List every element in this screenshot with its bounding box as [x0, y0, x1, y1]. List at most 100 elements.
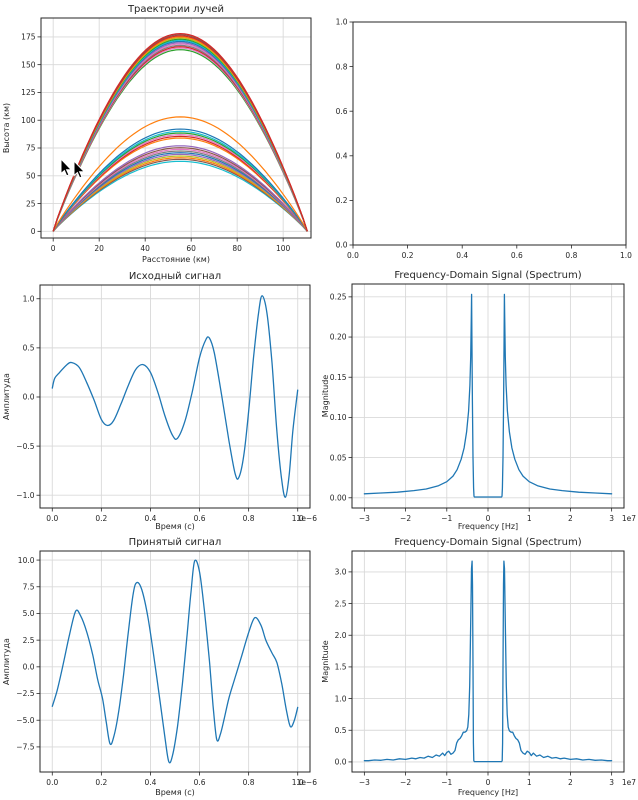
svg-text:1.0: 1.0	[23, 294, 35, 303]
svg-text:Frequency-Domain Signal (Spect: Frequency-Domain Signal (Spectrum)	[394, 537, 581, 548]
svg-text:1e7: 1e7	[622, 778, 636, 787]
svg-text:Время (с): Время (с)	[155, 522, 195, 531]
svg-text:1e−6: 1e−6	[297, 514, 318, 523]
svg-text:0.0: 0.0	[46, 778, 58, 787]
svg-text:3: 3	[609, 514, 614, 523]
svg-text:0.6: 0.6	[336, 107, 348, 116]
svg-text:Frequency [Hz]: Frequency [Hz]	[458, 522, 518, 531]
received-signal-plot: 0.0 0.2 0.4 0.6 0.8 1.0 −7.5 −5.0 −2.5 0.0 2.5 5.0 7…	[0, 534, 319, 800]
svg-text:1.0: 1.0	[620, 251, 632, 260]
svg-text:0.0: 0.0	[23, 393, 35, 402]
svg-text:1.0: 1.0	[292, 778, 304, 787]
svg-text:25: 25	[26, 199, 36, 208]
svg-text:−2.5: −2.5	[16, 689, 34, 698]
svg-text:0.4: 0.4	[456, 251, 468, 260]
svg-text:0.0: 0.0	[23, 663, 35, 672]
svg-text:2: 2	[568, 514, 573, 523]
svg-text:20: 20	[94, 244, 104, 253]
svg-text:Расстояние (км): Расстояние (км)	[142, 255, 210, 264]
svg-text:0.8: 0.8	[243, 514, 255, 523]
svg-text:60: 60	[186, 244, 196, 253]
svg-text:−1.0: −1.0	[16, 491, 34, 500]
svg-text:0.0: 0.0	[347, 251, 359, 260]
svg-text:75: 75	[26, 144, 36, 153]
svg-text:3: 3	[609, 778, 614, 787]
svg-text:0.0: 0.0	[336, 241, 348, 250]
svg-text:0.8: 0.8	[565, 251, 577, 260]
svg-text:40: 40	[140, 244, 150, 253]
svg-text:0.10: 0.10	[330, 413, 347, 422]
svg-text:−0.5: −0.5	[16, 442, 34, 451]
spectrum-original-plot: −3 −2 −1 0 1 2 3 0.00 0.05 0.10 0.15 0.20 0.25 Freque…	[319, 267, 638, 534]
svg-text:2: 2	[568, 778, 573, 787]
svg-text:0.8: 0.8	[336, 62, 348, 71]
svg-text:Амплитуда: Амплитуда	[2, 638, 11, 685]
svg-text:0.2: 0.2	[336, 196, 348, 205]
original-signal-plot: 0.0 0.2 0.4 0.6 0.8 1.0 −1.0 −0.5 0.0 0.5 1.0 Исход…	[0, 267, 319, 534]
svg-text:−3: −3	[359, 778, 370, 787]
spectrum-received-plot: −3 −2 −1 0 1 2 3 0.0 0.5 1.0 1.5 2.0 2.5 3.0 Frequency…	[319, 534, 638, 800]
svg-text:0.15: 0.15	[330, 373, 347, 382]
svg-text:100: 100	[276, 244, 291, 253]
svg-text:Траектории лучей: Траектории лучей	[127, 4, 224, 15]
svg-text:2.5: 2.5	[23, 636, 35, 645]
svg-text:125: 125	[21, 88, 36, 97]
svg-text:0.2: 0.2	[95, 778, 107, 787]
svg-text:Высота (км): Высота (км)	[2, 103, 11, 153]
svg-text:1: 1	[527, 514, 532, 523]
svg-text:5.0: 5.0	[23, 609, 35, 618]
svg-text:0.6: 0.6	[194, 514, 206, 523]
svg-text:3.0: 3.0	[335, 568, 347, 577]
svg-text:−5.0: −5.0	[16, 716, 34, 725]
chart-svg: 0.0 0.2 0.4 0.6 0.8 1.0 0.0 0.2 0.4 0.6 0.8 1.0	[336, 18, 633, 260]
svg-text:2.5: 2.5	[335, 599, 347, 608]
svg-text:0: 0	[51, 244, 56, 253]
svg-text:2.0: 2.0	[335, 631, 347, 640]
svg-text:1.0: 1.0	[336, 18, 348, 27]
svg-text:0: 0	[486, 514, 491, 523]
svg-text:Амплитуда: Амплитуда	[2, 373, 11, 420]
svg-text:0: 0	[31, 227, 36, 236]
svg-text:−3: −3	[359, 514, 370, 523]
svg-text:Magnitude: Magnitude	[321, 375, 330, 417]
chart-svg: −3 −2 −1 0 1 2 3 0.0 0.5 1.0 1.5 2.0 2.5 3.0 Frequency…	[321, 537, 636, 797]
empty-axes-plot: 0.0 0.2 0.4 0.6 0.8 1.0 0.0 0.2 0.4 0.6 0.8 1.0	[319, 0, 638, 267]
svg-text:0.2: 0.2	[95, 514, 107, 523]
chart-svg: 0.0 0.2 0.4 0.6 0.8 1.0 −1.0 −0.5 0.0 0.5 1.0 Исход…	[2, 271, 318, 531]
svg-text:0: 0	[486, 778, 491, 787]
svg-text:0.20: 0.20	[330, 333, 347, 342]
svg-text:175: 175	[21, 33, 36, 42]
svg-text:0.4: 0.4	[336, 152, 348, 161]
svg-text:Frequency [Hz]: Frequency [Hz]	[458, 788, 518, 797]
svg-text:1e7: 1e7	[622, 514, 636, 523]
svg-text:0.6: 0.6	[511, 251, 523, 260]
svg-text:80: 80	[232, 244, 242, 253]
svg-text:−7.5: −7.5	[16, 743, 34, 752]
svg-text:−1: −1	[441, 778, 452, 787]
svg-text:0.0: 0.0	[335, 758, 347, 767]
ray-trajectories-plot: 0 20 40 60 80 100 0 25 50 75 100 125 150 175 Траектори…	[0, 0, 319, 267]
svg-text:Frequency-Domain Signal (Spect: Frequency-Domain Signal (Spectrum)	[394, 270, 581, 281]
svg-text:−2: −2	[400, 514, 411, 523]
svg-text:Исходный сигнал: Исходный сигнал	[129, 271, 221, 282]
svg-text:0.25: 0.25	[330, 293, 347, 302]
svg-text:1.5: 1.5	[335, 663, 347, 672]
svg-text:150: 150	[21, 60, 36, 69]
chart-svg: −3 −2 −1 0 1 2 3 0.00 0.05 0.10 0.15 0.20 0.25 Freque…	[321, 270, 636, 531]
svg-text:10.0: 10.0	[18, 556, 35, 565]
svg-text:−1: −1	[441, 514, 452, 523]
svg-text:7.5: 7.5	[23, 582, 35, 591]
svg-text:−2: −2	[400, 778, 411, 787]
chart-svg: 0.0 0.2 0.4 0.6 0.8 1.0 −7.5 −5.0 −2.5 0.0 2.5 5.0 7…	[2, 537, 318, 797]
svg-text:0.6: 0.6	[194, 778, 206, 787]
svg-text:50: 50	[26, 171, 36, 180]
svg-text:0.05: 0.05	[330, 453, 347, 462]
svg-text:0.0: 0.0	[46, 514, 58, 523]
svg-text:1e−6: 1e−6	[297, 778, 318, 787]
svg-text:Время (с): Время (с)	[155, 788, 195, 797]
svg-text:Принятый сигнал: Принятый сигнал	[129, 537, 222, 548]
svg-text:0.4: 0.4	[144, 514, 156, 523]
svg-text:0.4: 0.4	[144, 778, 156, 787]
svg-text:0.2: 0.2	[402, 251, 414, 260]
